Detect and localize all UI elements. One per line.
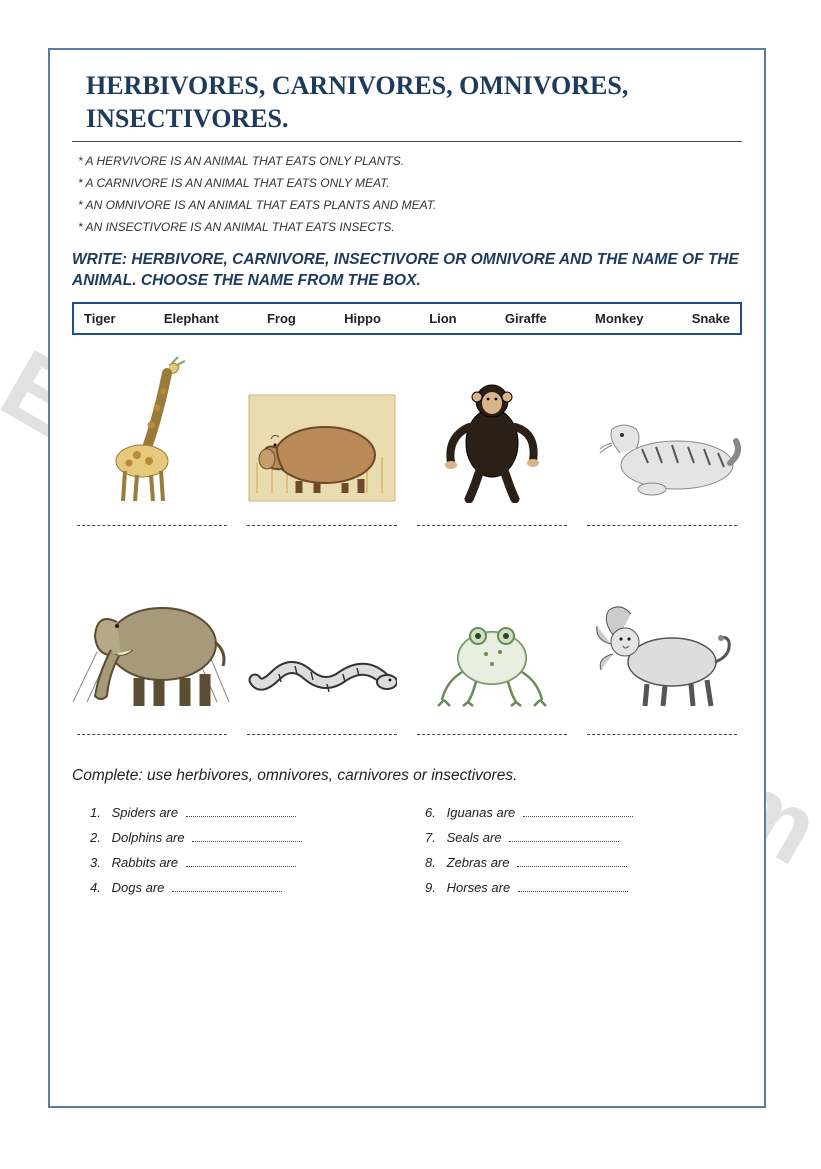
question-row: 1. Spiders are (90, 805, 407, 820)
question-number: 3. (90, 855, 108, 870)
animal-row (72, 562, 742, 741)
lion-icon (587, 592, 737, 712)
answer-blank[interactable] (417, 525, 567, 526)
question-row: 2. Dolphins are (90, 830, 407, 845)
animal-cell-lion (582, 592, 742, 741)
animal-cell-frog (412, 602, 572, 741)
hippo-icon (247, 393, 397, 503)
word-bank-item: Snake (688, 311, 734, 326)
instruction-text: WRITE: HERBIVORE, CARNIVORE, INSECTIVORE… (72, 250, 742, 292)
monkey-icon (437, 373, 547, 503)
question-text: Dolphins are (112, 830, 185, 845)
definition-line: * A CARNIVORE IS AN ANIMAL THAT EATS ONL… (78, 176, 742, 190)
title-divider (72, 141, 742, 142)
question-text: Iguanas are (447, 805, 516, 820)
page-title: HERBIVORES, CARNIVORES, OMNIVORES, INSEC… (86, 70, 742, 135)
answer-blank[interactable] (587, 734, 737, 735)
question-text: Horses are (447, 880, 511, 895)
animal-cell-tiger (582, 393, 742, 532)
question-number: 1. (90, 805, 108, 820)
answer-blank[interactable] (247, 525, 397, 526)
answer-blank[interactable] (417, 734, 567, 735)
question-row: 3. Rabbits are (90, 855, 407, 870)
question-text: Zebras are (447, 855, 510, 870)
question-row: 9. Horses are (425, 880, 742, 895)
animal-cell-snake (242, 642, 402, 741)
question-text: Spiders are (112, 805, 178, 820)
definition-line: * AN INSECTIVORE IS AN ANIMAL THAT EATS … (78, 220, 742, 234)
questions-right-col: 6. Iguanas are 7. Seals are 8. Zebras ar… (407, 795, 742, 905)
animal-cell-hippo (242, 393, 402, 532)
question-text: Seals are (447, 830, 502, 845)
word-bank-item: Lion (425, 311, 460, 326)
definitions-block: * A HERVIVORE IS AN ANIMAL THAT EATS ONL… (78, 154, 742, 234)
question-text: Rabbits are (112, 855, 178, 870)
questions-left-col: 1. Spiders are 2. Dolphins are 3. Rabbit… (72, 795, 407, 905)
answer-blank[interactable] (518, 891, 628, 892)
answer-blank[interactable] (172, 891, 282, 892)
answer-blank[interactable] (587, 525, 737, 526)
word-bank-box: Tiger Elephant Frog Hippo Lion Giraffe M… (72, 302, 742, 335)
answer-blank[interactable] (186, 866, 296, 867)
question-row: 6. Iguanas are (425, 805, 742, 820)
definition-line: * A HERVIVORE IS AN ANIMAL THAT EATS ONL… (78, 154, 742, 168)
answer-blank[interactable] (517, 866, 627, 867)
animal-cell-monkey (412, 373, 572, 532)
giraffe-icon (107, 353, 197, 503)
animal-cell-elephant (72, 562, 232, 741)
elephant-icon (67, 562, 237, 712)
frog-icon (432, 602, 552, 712)
question-number: 9. (425, 880, 443, 895)
answer-blank[interactable] (523, 816, 633, 817)
worksheet-frame: HERBIVORES, CARNIVORES, OMNIVORES, INSEC… (48, 48, 766, 1108)
word-bank-item: Elephant (160, 311, 223, 326)
word-bank-item: Tiger (80, 311, 120, 326)
question-number: 6. (425, 805, 443, 820)
question-row: 8. Zebras are (425, 855, 742, 870)
animal-cell-giraffe (72, 353, 232, 532)
answer-blank[interactable] (77, 525, 227, 526)
animal-row (72, 353, 742, 532)
question-number: 4. (90, 880, 108, 895)
question-number: 7. (425, 830, 443, 845)
answer-blank[interactable] (247, 734, 397, 735)
answer-blank[interactable] (77, 734, 227, 735)
answer-blank[interactable] (509, 841, 619, 842)
word-bank-item: Frog (263, 311, 300, 326)
definition-line: * AN OMNIVORE IS AN ANIMAL THAT EATS PLA… (78, 198, 742, 212)
question-row: 7. Seals are (425, 830, 742, 845)
question-text: Dogs are (112, 880, 165, 895)
word-bank-item: Hippo (340, 311, 385, 326)
snake-icon (247, 642, 397, 712)
question-number: 2. (90, 830, 108, 845)
tiger-icon (582, 393, 742, 503)
word-bank-item: Monkey (591, 311, 647, 326)
question-number: 8. (425, 855, 443, 870)
answer-blank[interactable] (192, 841, 302, 842)
answer-blank[interactable] (186, 816, 296, 817)
word-bank-item: Giraffe (501, 311, 551, 326)
question-row: 4. Dogs are (90, 880, 407, 895)
questions-columns: 1. Spiders are 2. Dolphins are 3. Rabbit… (72, 795, 742, 905)
section2-instruction: Complete: use herbivores, omnivores, car… (72, 767, 742, 785)
